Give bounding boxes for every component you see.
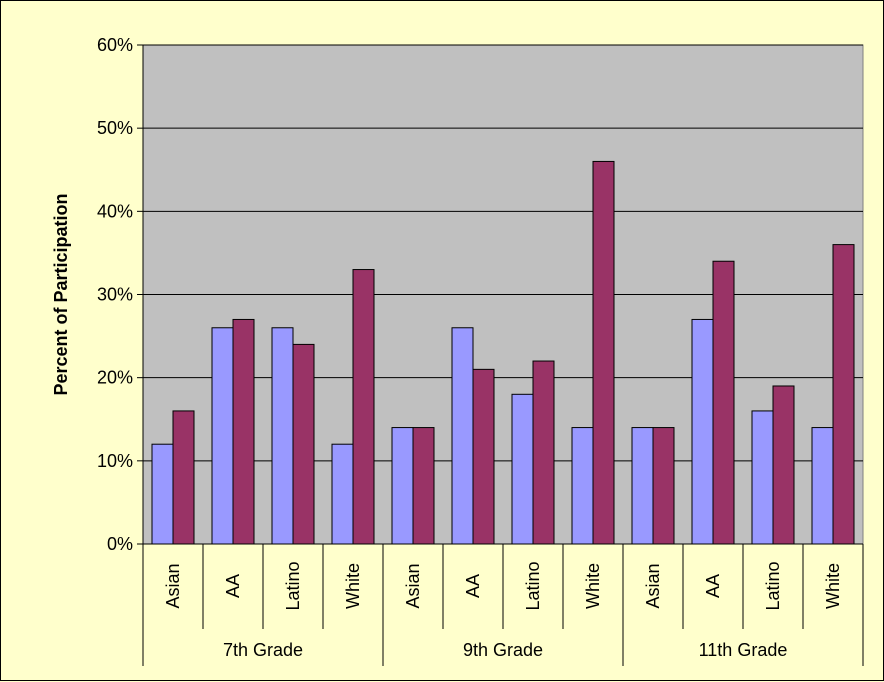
- bar: [772, 385, 795, 545]
- bar: [511, 393, 534, 545]
- bar: [412, 427, 435, 545]
- y-tick-label: 20%: [97, 368, 133, 388]
- x-group-label: 7th Grade: [223, 640, 303, 660]
- y-tick-label: 60%: [97, 35, 133, 55]
- x-group-label: 11th Grade: [699, 640, 788, 660]
- x-category-label: AA: [703, 574, 723, 598]
- x-category-label: Latino: [283, 561, 303, 610]
- y-tick-label: 0%: [107, 534, 133, 554]
- bar: [571, 427, 594, 545]
- x-category-label: Asian: [163, 563, 183, 608]
- bar: [472, 368, 495, 545]
- bar: [532, 360, 555, 545]
- bar: [592, 160, 615, 545]
- bar: [292, 343, 315, 545]
- bar: [751, 410, 774, 545]
- bar: [151, 443, 174, 545]
- bar: [391, 427, 414, 545]
- y-tick-label: 10%: [97, 451, 133, 471]
- bar: [331, 443, 354, 545]
- y-tick-label: 40%: [97, 201, 133, 221]
- axes: [137, 44, 864, 666]
- x-category-label: White: [823, 563, 843, 609]
- gridlines: [143, 44, 863, 462]
- bar: [172, 410, 195, 545]
- bar: [451, 327, 474, 545]
- x-category-label: White: [583, 563, 603, 609]
- bar: [811, 427, 834, 545]
- bar: [631, 427, 654, 545]
- x-group-labels: 7th Grade 9th Grade 11th Grade: [223, 640, 787, 660]
- x-category-label: Asian: [403, 563, 423, 608]
- x-group-label: 9th Grade: [463, 640, 543, 660]
- bar: [211, 327, 234, 545]
- x-category-labels: Asian AA Latino White Asian AA Latino White Asia…: [163, 561, 843, 610]
- bars: [151, 160, 855, 545]
- bar: [232, 318, 255, 545]
- x-category-label: White: [343, 563, 363, 609]
- y-axis-label: Percent of Participation: [51, 193, 71, 395]
- bar: [832, 244, 855, 545]
- bar: [712, 260, 735, 545]
- x-category-label: Latino: [763, 561, 783, 610]
- bar: [352, 269, 375, 545]
- x-category-label: AA: [223, 574, 243, 598]
- y-tick-label: 30%: [97, 285, 133, 305]
- bar: [691, 318, 714, 545]
- y-tick-labels: 0% 10% 20% 30% 40% 50% 60%: [97, 35, 133, 554]
- bar: [271, 327, 294, 545]
- x-category-label: Latino: [523, 561, 543, 610]
- x-category-label: AA: [463, 574, 483, 598]
- y-tick-label: 50%: [97, 118, 133, 138]
- bar: [652, 427, 675, 545]
- x-category-label: Asian: [643, 563, 663, 608]
